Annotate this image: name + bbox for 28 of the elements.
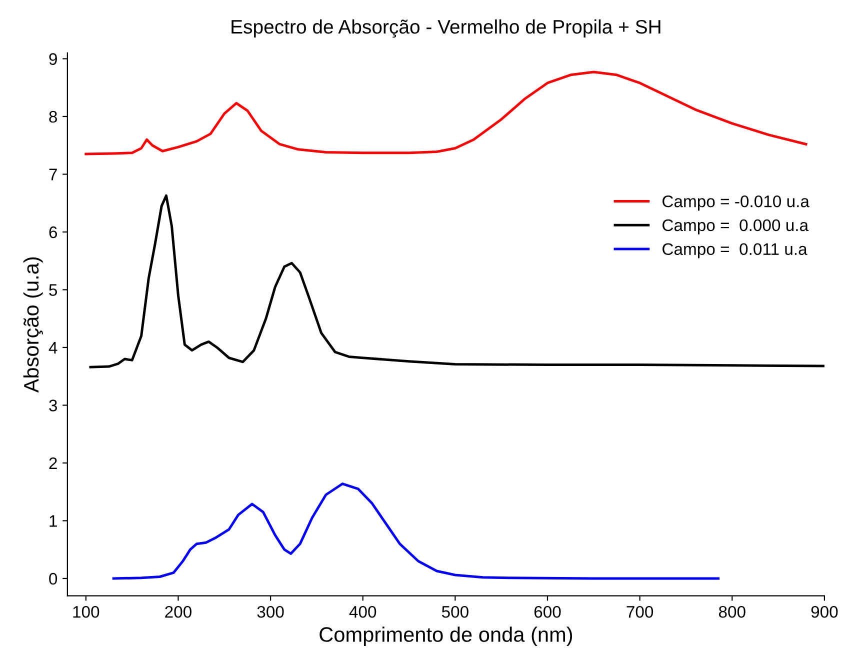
x-tick-label: 100 <box>73 606 100 618</box>
x-tick-label: 200 <box>165 606 192 618</box>
x-axis-title: Comprimento de onda (nm) <box>320 626 572 646</box>
legend-label: Campo = 0.011 u.a <box>662 243 808 258</box>
chart-title: Espectro de Absorção - Vermelho de Propila + SH <box>232 19 660 38</box>
y-tick-label: 5 <box>49 284 58 296</box>
legend-label: Campo = -0.010 u.a <box>662 195 810 211</box>
y-tick-label: 0 <box>49 572 58 585</box>
line-series <box>89 194 824 368</box>
x-tick-label: 700 <box>626 606 654 618</box>
y-tick-label: 7 <box>49 168 57 180</box>
x-tick-label: 500 <box>442 606 468 618</box>
y-tick-label: 1 <box>50 515 57 527</box>
y-tick-label: 9 <box>49 53 57 65</box>
legend-label: Campo = 0.000 u.a <box>662 219 809 234</box>
x-tick-label: 900 <box>811 606 838 618</box>
x-tick-label: 300 <box>257 606 284 618</box>
x-tick-label: 800 <box>718 606 746 618</box>
y-tick-label: 2 <box>49 457 57 470</box>
line-series <box>84 70 808 156</box>
line-series <box>112 482 720 580</box>
x-tick-label: 600 <box>534 606 561 618</box>
y-axis-title: Absorção (u.a) <box>23 257 43 393</box>
y-tick-label: 8 <box>49 110 57 123</box>
x-tick-label: 400 <box>349 606 376 618</box>
y-tick-label: 6 <box>49 226 57 238</box>
y-tick-label: 3 <box>49 400 57 412</box>
y-tick-label: 4 <box>48 342 58 354</box>
